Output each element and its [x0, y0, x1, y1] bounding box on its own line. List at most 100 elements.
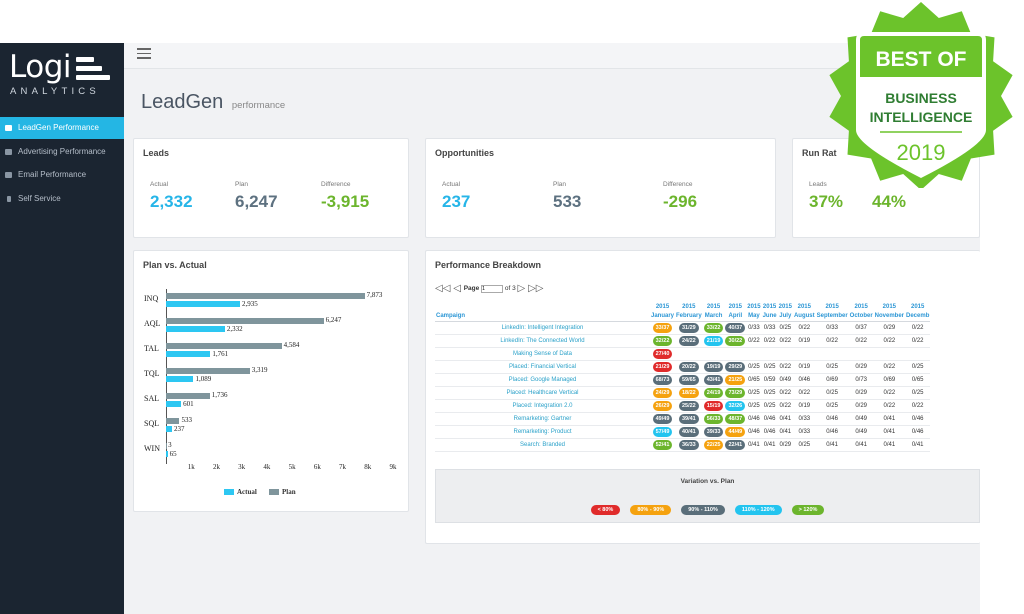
table-row: LinkedIn: Intelligent Integration 33/37 31…: [435, 321, 931, 335]
table-cell: 40/37: [724, 321, 747, 335]
campaign-link[interactable]: LinkedIn: Intelligent Integration: [435, 321, 650, 335]
hamburger-menu-icon[interactable]: [137, 48, 151, 62]
logi-analytics-logo[interactable]: Logi ANALYTICS: [8, 49, 118, 101]
column-header-campaign[interactable]: Campaign: [435, 301, 650, 322]
column-header-month[interactable]: 2015 February: [675, 301, 703, 322]
x-tick-label: 4k: [263, 463, 271, 471]
column-header-month[interactable]: 2015 October: [848, 301, 874, 322]
column-month: January: [651, 312, 675, 319]
column-header-month[interactable]: 2015 March: [702, 301, 725, 322]
table-cell: 0/29: [873, 321, 906, 335]
category-label: WIN: [144, 444, 160, 453]
column-header-month[interactable]: 2015 November: [873, 301, 906, 322]
column-header-month[interactable]: 2015 September: [815, 301, 849, 322]
column-header-month[interactable]: 2015 January: [650, 301, 676, 322]
table-cell: 0/22: [905, 321, 931, 335]
status-pill: 57/49: [652, 426, 673, 437]
column-header-month[interactable]: 2015 Decemb: [905, 301, 931, 322]
pager-total: of 3: [504, 285, 516, 293]
table-cell: 0/46: [761, 425, 778, 439]
table-cell: 0/69: [815, 373, 849, 387]
table-cell: 33/22: [702, 321, 725, 335]
logo-wordmark: Logi: [9, 49, 71, 85]
table-cell: [761, 347, 778, 361]
status-pill: 22/25: [703, 439, 724, 450]
table-cell: 20/22: [675, 360, 703, 374]
table-cell: 0/25: [746, 360, 762, 374]
folder-icon: [5, 149, 12, 155]
table-cell: 21/25: [724, 373, 747, 387]
campaign-link[interactable]: Placed: Financial Vertical: [435, 360, 650, 374]
table-row: Placed: Google Managed 68/73 59/65 43/41 21/…: [435, 373, 931, 387]
plan-bar: [166, 368, 250, 374]
table-cell: [792, 347, 816, 361]
actual-value-label: 1,089: [195, 375, 212, 383]
campaign-link[interactable]: Placed: Integration 2.0: [435, 399, 650, 413]
table-cell: 0/33: [792, 425, 816, 439]
table-cell: 0/25: [905, 360, 931, 374]
table-cell: 0/41: [873, 425, 906, 439]
table-cell: 32/26: [724, 399, 747, 413]
table-cell: 0/25: [761, 399, 778, 413]
column-header-month[interactable]: 2015 May: [746, 301, 762, 322]
card-title: Performance Breakdown: [435, 260, 542, 270]
last-page-icon[interactable]: ▷▷: [528, 283, 544, 294]
campaign-link[interactable]: Remarketing: Product: [435, 425, 650, 439]
table-cell: 27/40: [650, 347, 676, 361]
table-cell: 18/22: [675, 386, 703, 400]
table-cell: 52/41: [650, 438, 676, 452]
table-row: Search: Branded 52/41 36/33 22/25 22/41 0/41 0…: [435, 438, 931, 452]
sidebar: Logi ANALYTICS LeadGen Performance Adver…: [0, 43, 124, 614]
column-year: 2015: [655, 303, 670, 310]
actual-bar: [166, 451, 168, 457]
x-tick-label: 7k: [339, 463, 347, 471]
x-tick-label: 8k: [364, 463, 372, 471]
campaign-link[interactable]: LinkedIn: The Connected World: [435, 334, 650, 348]
campaign-link[interactable]: Placed: Google Managed: [435, 373, 650, 387]
main-content: LeadGen performance Leads Actual 2,332 P…: [124, 69, 980, 614]
sidebar-item-label: LeadGen Performance: [18, 123, 99, 132]
sidebar-item-email[interactable]: Email Performance: [0, 164, 124, 186]
table-cell: 22/25: [702, 438, 725, 452]
campaign-link[interactable]: Remarketing: Gartner: [435, 412, 650, 426]
column-month: September: [816, 312, 848, 319]
column-year: 2015: [762, 303, 777, 310]
plan-bar: [166, 443, 167, 449]
column-month: Decemb: [906, 312, 930, 319]
campaign-link[interactable]: Search: Branded: [435, 438, 650, 452]
category-label: TAL: [144, 344, 159, 353]
table-cell: 0/46: [815, 412, 849, 426]
page-number-input[interactable]: [481, 284, 504, 293]
column-month: May: [748, 312, 760, 319]
table-cell: 31/29: [675, 321, 703, 335]
column-header-month[interactable]: 2015 June: [761, 301, 778, 322]
variation-title: Variation vs. Plan: [680, 478, 735, 485]
plan-value-label: 533: [181, 416, 192, 424]
column-month: April: [728, 312, 743, 319]
table-cell: 0/22: [815, 334, 849, 348]
card-title: Leads: [143, 148, 170, 158]
prev-page-icon[interactable]: ◁: [453, 283, 461, 294]
column-year: 2015: [747, 303, 761, 310]
badge-business: BUSINESS: [885, 90, 957, 106]
sidebar-item-advertising[interactable]: Advertising Performance: [0, 141, 124, 163]
next-page-icon[interactable]: ▷: [517, 283, 526, 294]
column-header-month[interactable]: 2015 August: [792, 301, 816, 322]
sidebar-item-self-service[interactable]: Self Service: [0, 188, 124, 210]
column-header-month[interactable]: 2015 April: [724, 301, 747, 322]
legend-swatch: [269, 489, 279, 496]
status-pill: 56/33: [703, 413, 724, 424]
table-cell: 0/29: [848, 360, 874, 374]
campaign-link[interactable]: Placed: Healthcare Vertical: [435, 386, 650, 400]
sidebar-item-leadgen[interactable]: LeadGen Performance: [0, 117, 124, 139]
legend-actual: Actual: [224, 488, 257, 496]
table-cell: 0/25: [815, 360, 849, 374]
column-header-month[interactable]: 2015 July: [777, 301, 793, 322]
plan-bar: [166, 418, 180, 424]
table-cell: 21/19: [702, 334, 725, 348]
table-cell: 24/29: [650, 386, 676, 400]
campaign-link[interactable]: Making Sense of Data: [435, 347, 650, 361]
table-cell: 0/22: [873, 334, 906, 348]
status-pill: 27/40: [652, 348, 673, 359]
first-page-icon[interactable]: ◁◁: [435, 283, 451, 294]
